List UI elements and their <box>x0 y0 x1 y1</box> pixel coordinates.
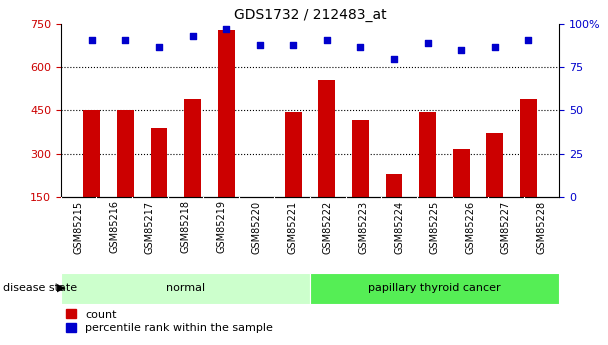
Text: GSM85219: GSM85219 <box>216 200 226 254</box>
Bar <box>352 120 369 197</box>
Bar <box>285 112 302 197</box>
Bar <box>419 112 436 197</box>
Text: ▶: ▶ <box>57 283 65 293</box>
Text: GSM85222: GSM85222 <box>323 200 333 254</box>
Title: GDS1732 / 212483_at: GDS1732 / 212483_at <box>233 8 387 22</box>
Text: GSM85223: GSM85223 <box>359 200 368 254</box>
Bar <box>61 273 310 304</box>
Bar <box>385 174 402 197</box>
Text: GSM85218: GSM85218 <box>181 200 190 254</box>
Point <box>221 27 231 32</box>
Text: disease state: disease state <box>3 283 77 293</box>
Text: papillary thyroid cancer: papillary thyroid cancer <box>368 283 501 293</box>
Point <box>490 44 500 49</box>
Bar <box>486 134 503 197</box>
Point <box>523 37 533 42</box>
Point <box>456 47 466 53</box>
Bar <box>117 110 134 197</box>
Text: GSM85226: GSM85226 <box>465 200 475 254</box>
Point <box>356 44 365 49</box>
Text: GSM85221: GSM85221 <box>287 200 297 254</box>
Text: GSM85224: GSM85224 <box>394 200 404 254</box>
Point <box>87 37 97 42</box>
Bar <box>151 128 167 197</box>
Point <box>423 40 432 46</box>
Bar <box>83 110 100 197</box>
Bar <box>520 99 537 197</box>
Bar <box>218 30 235 197</box>
Text: GSM85217: GSM85217 <box>145 200 155 254</box>
Bar <box>453 149 469 197</box>
Point <box>255 42 264 48</box>
Point <box>288 42 298 48</box>
Point <box>154 44 164 49</box>
Text: GSM85228: GSM85228 <box>536 200 547 254</box>
Text: GSM85227: GSM85227 <box>501 200 511 254</box>
Text: normal: normal <box>166 283 205 293</box>
Legend: count, percentile rank within the sample: count, percentile rank within the sample <box>66 309 273 333</box>
Text: GSM85215: GSM85215 <box>74 200 84 254</box>
Bar <box>184 99 201 197</box>
Bar <box>319 80 335 197</box>
Point <box>188 33 198 39</box>
Point <box>322 37 332 42</box>
Point <box>389 56 399 61</box>
Text: GSM85220: GSM85220 <box>252 200 261 254</box>
Text: GSM85225: GSM85225 <box>430 200 440 254</box>
Bar <box>310 273 559 304</box>
Text: GSM85216: GSM85216 <box>109 200 119 254</box>
Point <box>120 37 130 42</box>
